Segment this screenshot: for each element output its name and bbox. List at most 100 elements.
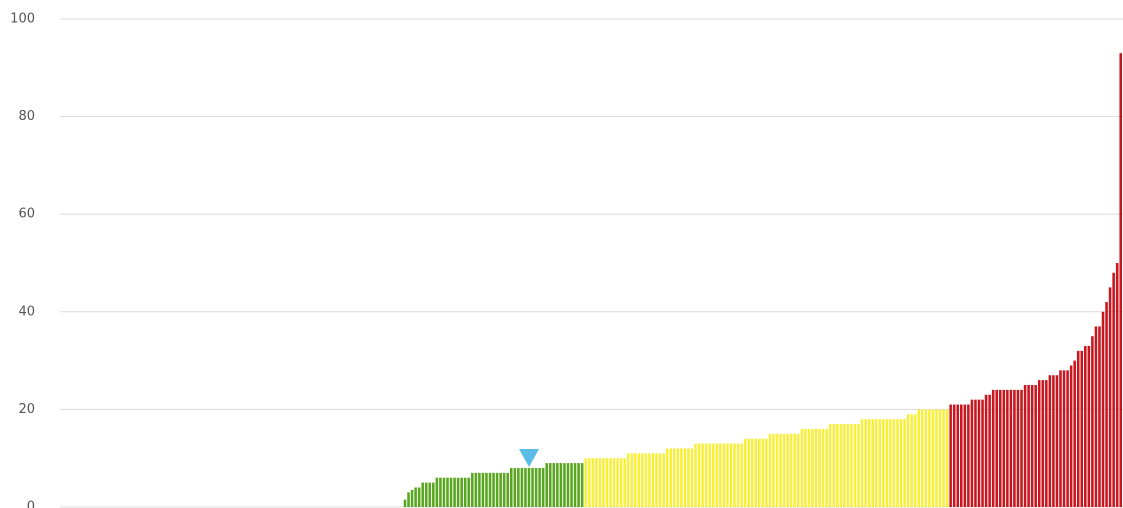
- bar: [857, 424, 860, 507]
- bar: [874, 419, 878, 507]
- bar: [1091, 336, 1094, 507]
- bar: [548, 463, 552, 507]
- bar: [1020, 389, 1023, 507]
- bar: [704, 443, 708, 507]
- bar: [956, 404, 960, 507]
- bar: [432, 482, 435, 507]
- bar: [789, 433, 793, 507]
- bar: [942, 409, 945, 507]
- bar: [1052, 375, 1055, 507]
- bar: [665, 448, 669, 507]
- bar: [1073, 360, 1076, 507]
- bar: [960, 404, 963, 507]
- bar: [765, 438, 768, 507]
- bar: [488, 472, 492, 507]
- bar: [981, 399, 984, 507]
- bar: [531, 467, 534, 507]
- bar: [722, 443, 726, 507]
- bar: [1101, 311, 1105, 507]
- bar: [882, 419, 885, 507]
- bar: [811, 428, 814, 507]
- bar: [442, 477, 446, 507]
- bar: [453, 477, 456, 507]
- bar: [828, 424, 832, 507]
- bar: [1062, 370, 1066, 507]
- bar: [556, 463, 559, 507]
- bar: [843, 424, 846, 507]
- bar: [772, 433, 775, 507]
- bar: [1084, 345, 1087, 507]
- bar: [481, 472, 485, 507]
- bar: [634, 453, 637, 507]
- bar: [804, 428, 807, 507]
- bar: [970, 399, 974, 507]
- bar: [1108, 287, 1112, 507]
- y-tick-label: 20: [18, 402, 35, 417]
- bar: [1094, 326, 1098, 507]
- bar: [825, 428, 828, 507]
- bar: [460, 477, 463, 507]
- bar: [1119, 53, 1123, 507]
- bar: [630, 453, 634, 507]
- bar: [467, 477, 471, 507]
- bar: [545, 463, 548, 507]
- bar: [729, 443, 733, 507]
- bar: [864, 419, 867, 507]
- bar: [552, 463, 556, 507]
- bar: [967, 404, 970, 507]
- bar: [1030, 385, 1034, 507]
- bar: [988, 394, 991, 507]
- bar: [1023, 385, 1027, 507]
- bar: [680, 448, 683, 507]
- bar: [449, 477, 453, 507]
- bar: [850, 424, 853, 507]
- bar: [906, 414, 910, 507]
- bar: [921, 409, 924, 507]
- bar: [733, 443, 736, 507]
- bar: [410, 489, 414, 507]
- bar: [474, 472, 478, 507]
- bar: [800, 428, 804, 507]
- bar: [846, 424, 850, 507]
- bar: [570, 463, 573, 507]
- bar: [1087, 345, 1091, 507]
- bar: [740, 443, 743, 507]
- bar: [456, 477, 460, 507]
- bar: [612, 458, 616, 507]
- bar: [945, 409, 949, 507]
- bar: [1009, 389, 1013, 507]
- bar: [984, 394, 988, 507]
- bar: [928, 409, 931, 507]
- bar: [867, 419, 871, 507]
- bar: [1002, 389, 1006, 507]
- bar: [1066, 370, 1069, 507]
- bar: [715, 443, 719, 507]
- bar: [683, 448, 687, 507]
- bar: [499, 472, 502, 507]
- bar: [885, 419, 889, 507]
- bar: [775, 433, 779, 507]
- bar: [403, 499, 407, 507]
- bar: [478, 472, 481, 507]
- bar: [779, 433, 782, 507]
- bar: [637, 453, 641, 507]
- bar: [616, 458, 619, 507]
- bar: [424, 482, 428, 507]
- bar: [899, 419, 903, 507]
- bar: [889, 419, 892, 507]
- bar: [835, 424, 839, 507]
- bar: [520, 467, 524, 507]
- bar: [963, 404, 967, 507]
- bar: [786, 433, 789, 507]
- bar: [626, 453, 630, 507]
- bar: [694, 443, 697, 507]
- bar: [502, 472, 506, 507]
- bar: [676, 448, 680, 507]
- bar: [524, 467, 527, 507]
- bar: [1034, 385, 1037, 507]
- bar: [793, 433, 797, 507]
- bar: [697, 443, 701, 507]
- bar: [1055, 375, 1059, 507]
- bar: [641, 453, 644, 507]
- bar: [1115, 263, 1119, 507]
